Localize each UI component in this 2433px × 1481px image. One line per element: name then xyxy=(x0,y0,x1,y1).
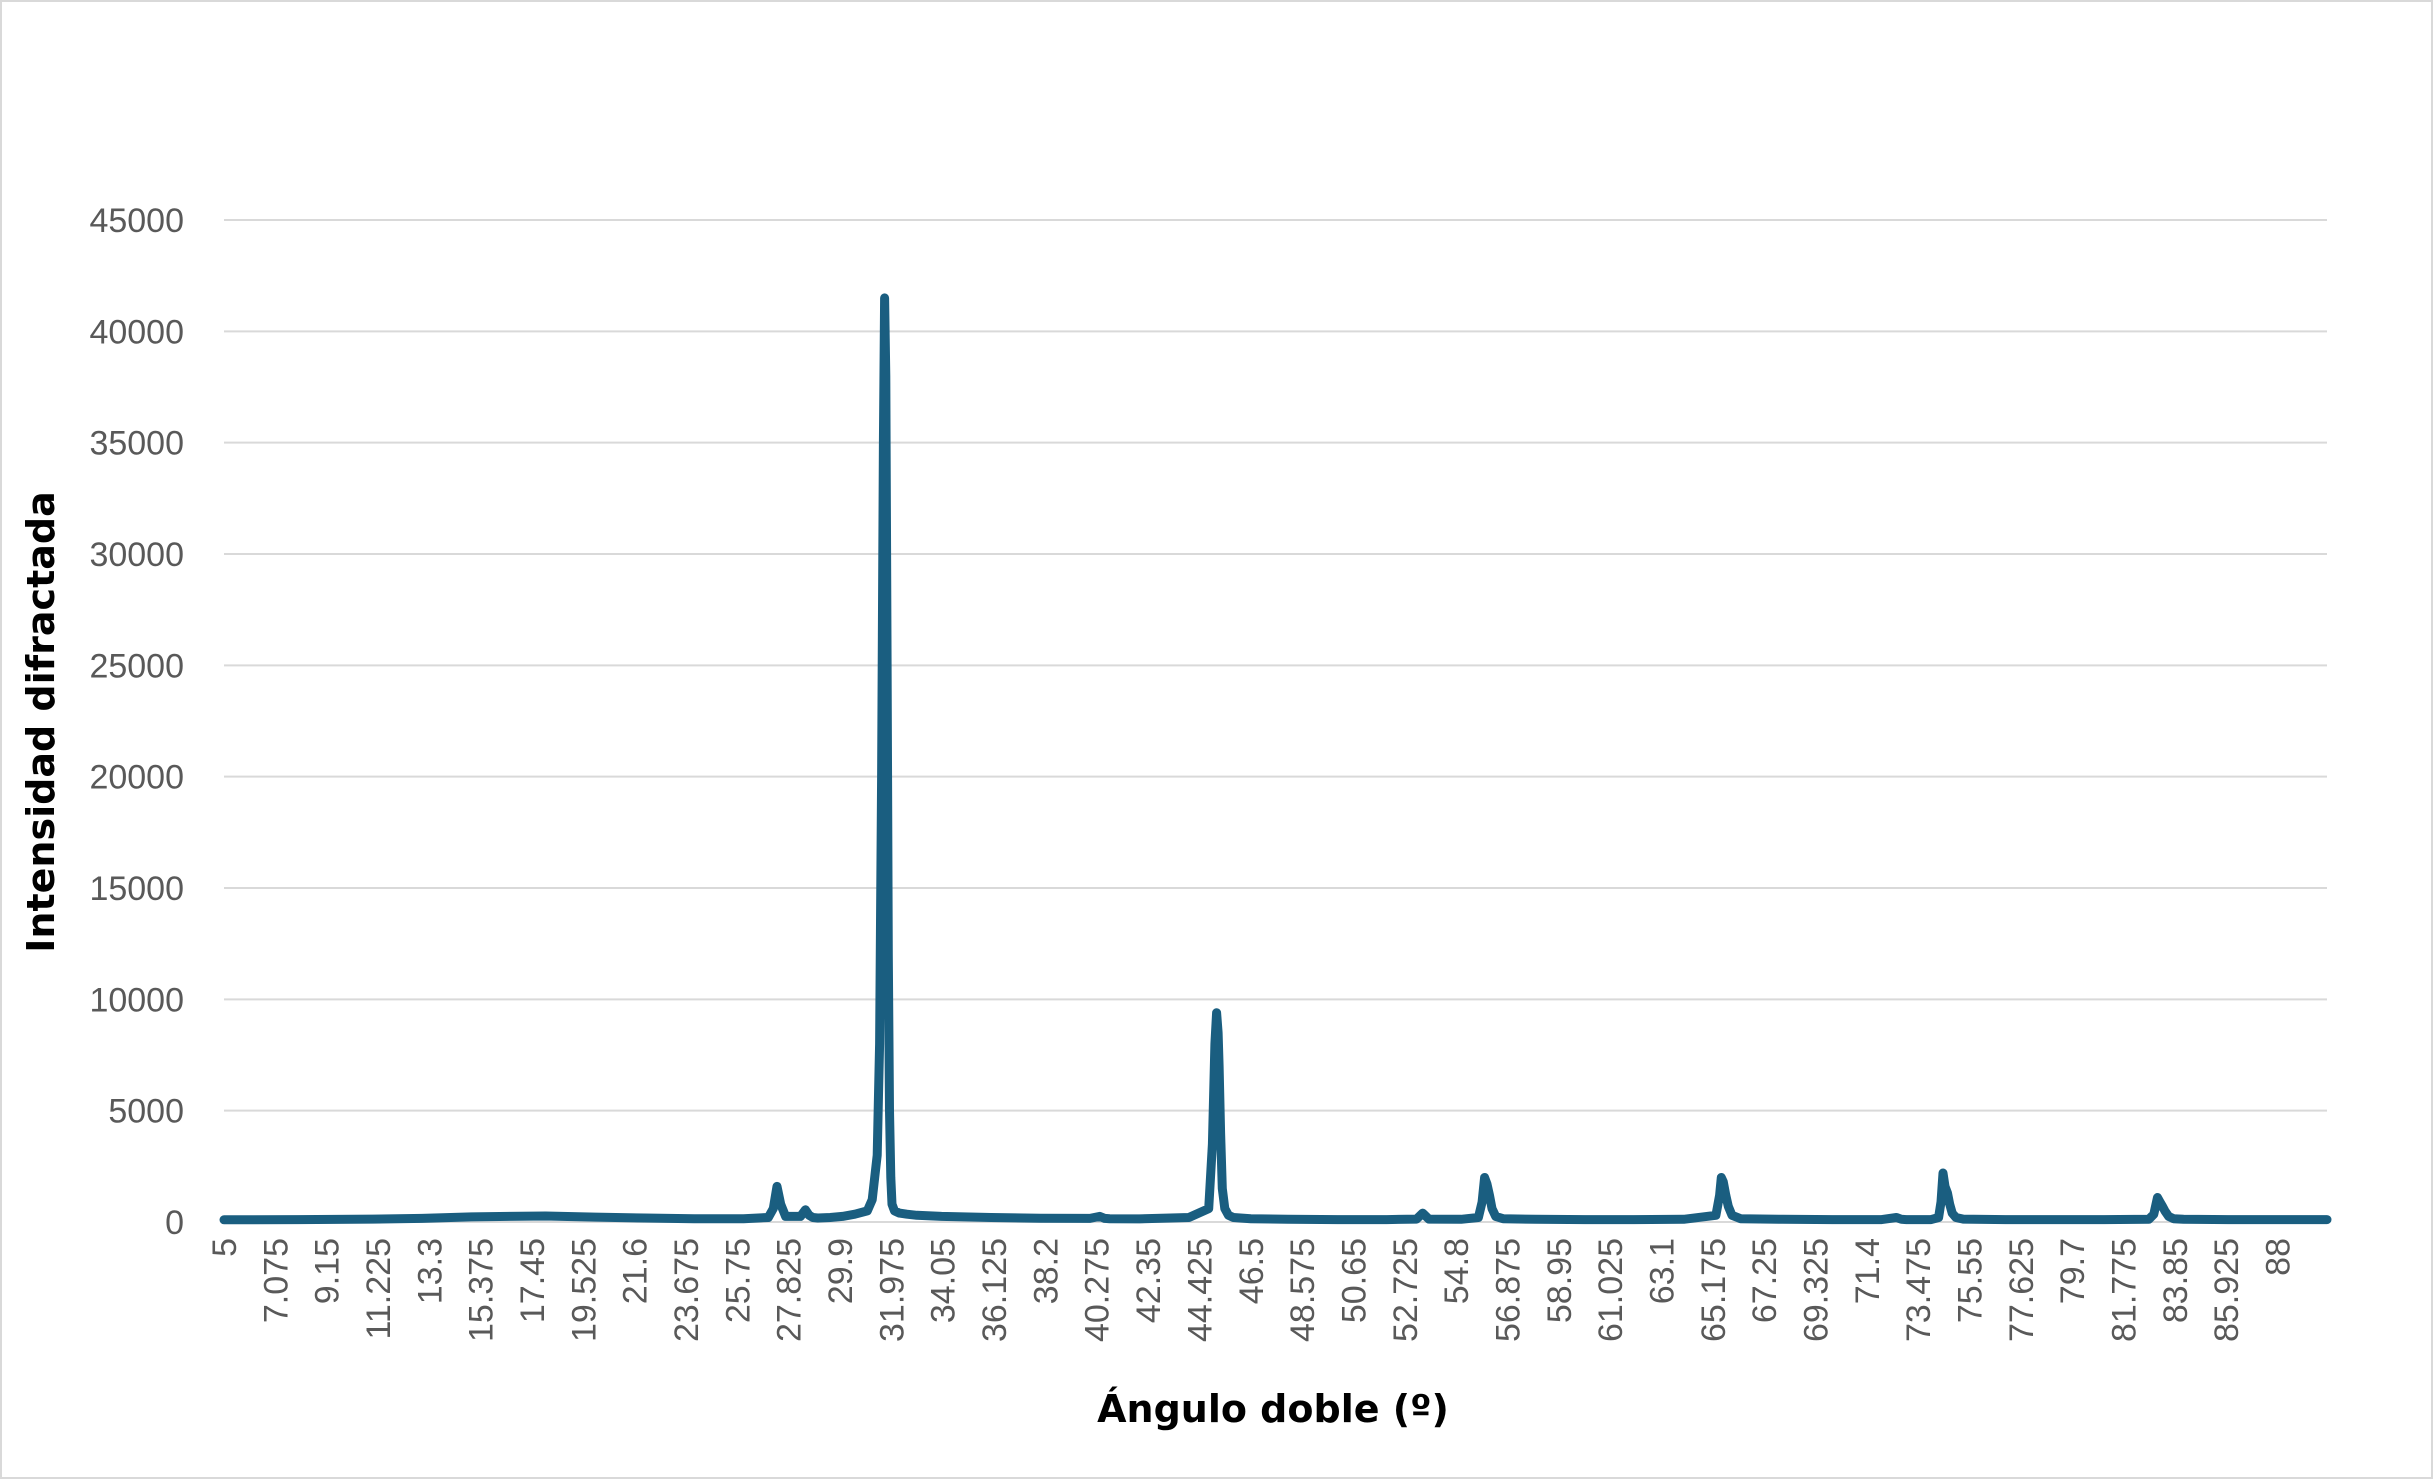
x-tick-label: 52.725 xyxy=(1387,1238,1425,1342)
y-tick-label: 20000 xyxy=(89,759,184,797)
x-axis-title: Ángulo doble (º) xyxy=(1097,1387,1449,1431)
x-tick-label: 71.4 xyxy=(1849,1238,1887,1304)
x-tick-label: 83.85 xyxy=(2157,1238,2195,1323)
x-tick-label: 50.65 xyxy=(1335,1238,1373,1323)
x-tick-label: 34.05 xyxy=(925,1238,963,1323)
x-tick-label: 77.625 xyxy=(2003,1238,2041,1342)
x-tick-label: 48.575 xyxy=(1284,1238,1322,1342)
x-tick-label: 65.175 xyxy=(1695,1238,1733,1342)
y-tick-label: 40000 xyxy=(89,313,184,351)
y-tick-label: 25000 xyxy=(89,647,184,685)
x-tick-label: 56.875 xyxy=(1489,1238,1527,1342)
x-tick-label: 63.1 xyxy=(1643,1238,1681,1304)
x-tick-label: 31.975 xyxy=(873,1238,911,1342)
x-tick-label: 5 xyxy=(206,1238,244,1257)
x-tick-label: 46.5 xyxy=(1233,1238,1271,1304)
y-axis-title: Intensidad difractada xyxy=(19,491,63,952)
x-axis-ticks: 5 7.075 9.15 11.225 13.3 15.375 17.45 19.525 21.… xyxy=(206,1238,2298,1342)
x-tick-label: 21.6 xyxy=(617,1238,655,1304)
y-tick-label: 10000 xyxy=(89,981,184,1019)
y-tick-label: 45000 xyxy=(89,202,184,240)
x-tick-label: 58.95 xyxy=(1541,1238,1579,1323)
x-tick-label: 15.375 xyxy=(463,1238,501,1342)
x-tick-label: 61.025 xyxy=(1592,1238,1630,1342)
x-tick-label: 40.275 xyxy=(1079,1238,1117,1342)
x-tick-label: 67.25 xyxy=(1746,1238,1784,1323)
series-line-0 xyxy=(219,293,2332,1225)
x-tick-label: 29.9 xyxy=(822,1238,860,1304)
x-tick-label: 54.8 xyxy=(1438,1238,1476,1304)
x-tick-label: 69.325 xyxy=(1797,1238,1835,1342)
x-tick-label: 7.075 xyxy=(257,1238,295,1323)
x-tick-label: 79.7 xyxy=(2054,1238,2092,1304)
x-tick-label: 42.35 xyxy=(1130,1238,1168,1323)
y-tick-label: 0 xyxy=(165,1204,184,1242)
y-tick-label: 5000 xyxy=(108,1093,184,1131)
x-tick-label: 85.925 xyxy=(2208,1238,2246,1342)
y-tick-label: 30000 xyxy=(89,536,184,574)
x-tick-label: 36.125 xyxy=(976,1238,1014,1342)
x-tick-label: 81.775 xyxy=(2106,1238,2144,1342)
y-tick-label: 35000 xyxy=(89,425,184,463)
gridlines xyxy=(224,219,2327,1223)
x-tick-label: 27.825 xyxy=(771,1238,809,1342)
x-tick-label: 88 xyxy=(2260,1238,2298,1276)
x-tick-label: 13.3 xyxy=(411,1238,449,1304)
x-tick-label: 44.425 xyxy=(1181,1238,1219,1342)
x-tick-label: 19.525 xyxy=(565,1238,603,1342)
x-tick-label: 75.55 xyxy=(1951,1238,1989,1323)
y-axis-ticks: 0 5000 10000 15000 20000 25000 30000 35000 40000… xyxy=(89,202,184,1242)
x-tick-label: 25.75 xyxy=(719,1238,757,1323)
x-tick-label: 38.2 xyxy=(1027,1238,1065,1304)
y-tick-label: 15000 xyxy=(89,870,184,908)
series-layer xyxy=(219,293,2332,1225)
x-tick-label: 73.475 xyxy=(1900,1238,1938,1342)
x-tick-label: 11.225 xyxy=(360,1238,398,1339)
x-tick-label: 9.15 xyxy=(309,1238,347,1304)
x-tick-label: 23.675 xyxy=(668,1238,706,1342)
x-tick-label: 17.45 xyxy=(514,1238,552,1323)
